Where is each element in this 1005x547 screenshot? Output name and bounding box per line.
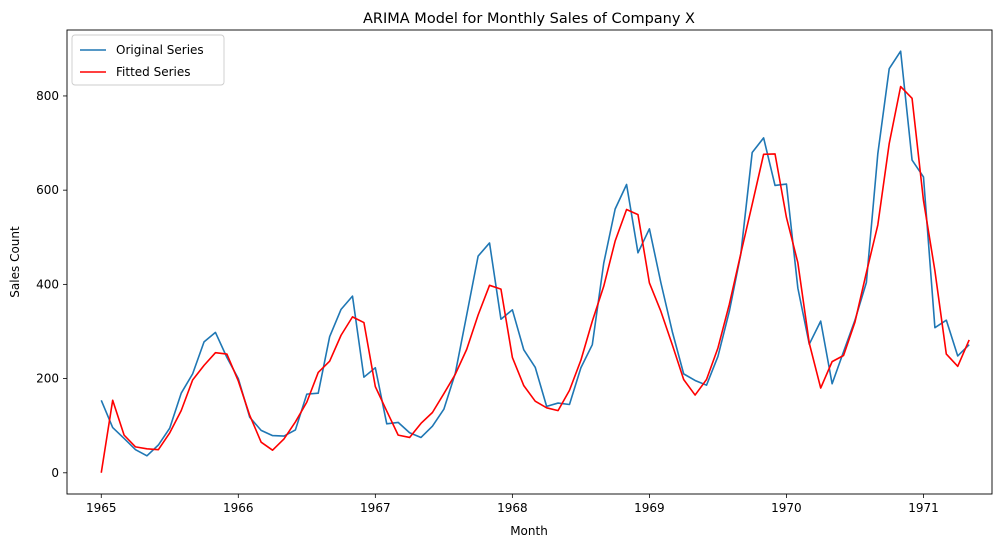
axis-ticks: 1965 1966 1967 1968 1969 1970 1971 0 200 400 600 80…	[36, 89, 939, 515]
chart-title: ARIMA Model for Monthly Sales of Company…	[363, 11, 695, 27]
x-tick-label: 1969	[634, 501, 665, 515]
legend: Original Series Fitted Series	[71, 34, 225, 86]
legend-label-fitted: Fitted Series	[116, 65, 191, 79]
y-tick-label: 200	[36, 372, 59, 386]
series-lines	[100, 50, 970, 473]
x-tick-label: 1970	[771, 501, 802, 515]
x-tick-label: 1966	[223, 501, 254, 515]
legend-label-original: Original Series	[116, 43, 204, 57]
x-tick-label: 1968	[497, 501, 528, 515]
fitted-series-line	[100, 85, 970, 473]
x-tick-label: 1971	[908, 501, 939, 515]
y-tick-label: 400	[36, 277, 59, 291]
y-tick-label: 800	[36, 89, 59, 103]
plot-frame	[66, 29, 993, 495]
x-axis-label: Month	[510, 524, 548, 538]
y-axis-label: Sales Count	[8, 226, 22, 298]
x-tick-label: 1967	[360, 501, 391, 515]
legend-box	[71, 34, 225, 86]
x-tick-label: 1965	[86, 501, 117, 515]
y-tick-label: 0	[51, 466, 59, 480]
y-tick-label: 600	[36, 183, 59, 197]
